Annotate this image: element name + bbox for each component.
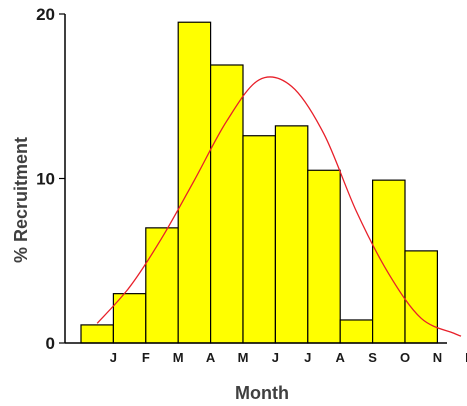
bar-O: [372, 179, 406, 344]
y-ticks-layer: 0 10 20: [36, 5, 65, 353]
bar-F: [112, 293, 147, 344]
x-tick-label-3: A: [206, 350, 216, 365]
bar-A: [177, 21, 212, 344]
bar-A: [307, 169, 341, 344]
x-tick-label-5: J: [272, 350, 279, 365]
bar-S: [339, 319, 374, 344]
bar-N: [404, 250, 439, 344]
x-tick-label-1: F: [142, 350, 150, 365]
bar-M: [145, 227, 179, 344]
bar-M: [210, 64, 244, 344]
x-tick-label-10: N: [433, 350, 442, 365]
bar-J: [274, 125, 309, 344]
x-tick-label-9: O: [400, 350, 410, 365]
x-tick-label-7: A: [336, 350, 346, 365]
x-tick-label-6: J: [304, 350, 311, 365]
y-axis-title: % Recruitment: [11, 137, 31, 263]
bar-J: [80, 324, 115, 344]
x-tick-label-2: M: [173, 350, 184, 365]
x-ticks-layer: JFMAMJJASOND: [110, 350, 467, 365]
y-tick-label-20: 20: [36, 5, 55, 24]
line-layer: [96, 76, 462, 337]
x-axis-title: Month: [235, 383, 289, 403]
bar-J: [242, 135, 277, 344]
fitted-curve: [96, 76, 462, 337]
x-tick-label-8: S: [368, 350, 377, 365]
y-tick-label-10: 10: [36, 170, 55, 189]
bars-layer: [80, 21, 439, 344]
x-tick-label-11: D: [465, 350, 467, 365]
x-tick-label-0: J: [110, 350, 117, 365]
y-tick-label-0: 0: [46, 334, 55, 353]
x-tick-label-4: M: [238, 350, 249, 365]
